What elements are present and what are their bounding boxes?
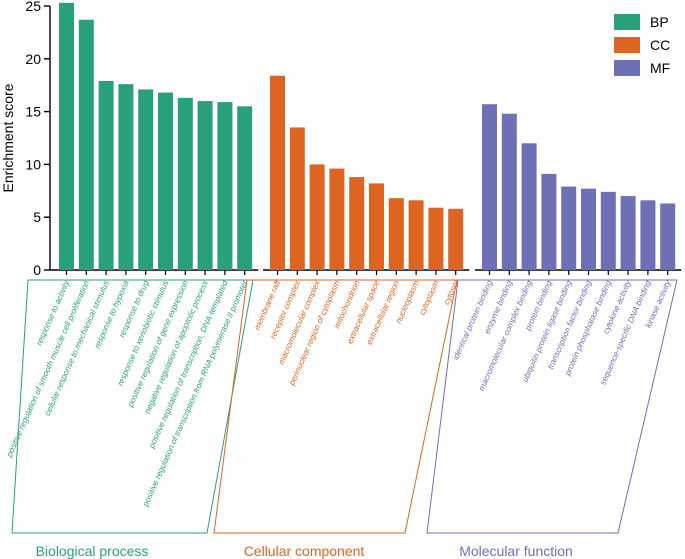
bar-cc — [309, 164, 325, 270]
category-box-bp — [11, 279, 254, 534]
bar-bp — [237, 106, 253, 270]
category-title-cc: Cellular component — [244, 543, 365, 559]
bar-cc — [448, 208, 464, 270]
y-tick-label: 25 — [25, 0, 41, 14]
bar-cc — [349, 177, 365, 270]
bar-cc — [428, 207, 444, 270]
y-tick-label: 10 — [25, 156, 41, 172]
category-title-mf: Molecular function — [459, 543, 573, 559]
bar-mf — [640, 200, 656, 270]
category-box-cc — [213, 279, 458, 534]
bar-bp — [78, 19, 94, 271]
bar-mf — [620, 196, 636, 270]
bar-cc — [270, 75, 285, 270]
bar-bp — [217, 102, 233, 270]
bar-mf — [581, 188, 596, 270]
bar-bp — [98, 80, 114, 270]
bar-mf — [482, 104, 497, 270]
category-box-mf — [426, 279, 678, 534]
y-tick-label: 15 — [25, 104, 41, 120]
legend-label-mf: MF — [650, 60, 670, 76]
legend-swatch-cc — [614, 37, 640, 53]
legend-swatch-mf — [614, 60, 640, 76]
bar-bp — [59, 2, 74, 270]
y-tick-label: 0 — [33, 262, 41, 278]
legend-swatch-bp — [614, 14, 640, 30]
bar-cc — [369, 183, 384, 270]
bar-cc — [289, 127, 305, 270]
y-tick-label: 5 — [33, 209, 41, 225]
legend-label-bp: BP — [650, 14, 669, 30]
bar-bp — [118, 84, 134, 270]
bar-mf — [660, 203, 676, 270]
bar-mf — [541, 173, 557, 270]
bar-bp — [158, 92, 173, 270]
legend-label-cc: CC — [650, 37, 670, 53]
bar-mf — [521, 143, 537, 270]
bar-cc — [408, 200, 424, 270]
bar-bp — [177, 97, 193, 270]
bar-mf — [561, 186, 577, 270]
bar-cc — [329, 168, 345, 270]
y-tick-label: 20 — [25, 51, 41, 67]
bar-mf — [600, 191, 616, 270]
category-title-bp: Biological process — [36, 543, 149, 559]
bar-bp — [197, 101, 213, 270]
x-tick-label-bp: positive regulation of smooth muscle cel… — [4, 279, 91, 459]
x-tick-label-cc: cytoplasm — [418, 279, 441, 316]
y-axis-title: Enrichment score — [0, 83, 16, 192]
bar-bp — [138, 89, 154, 270]
bar-mf — [501, 113, 517, 270]
bar-cc — [388, 198, 404, 270]
